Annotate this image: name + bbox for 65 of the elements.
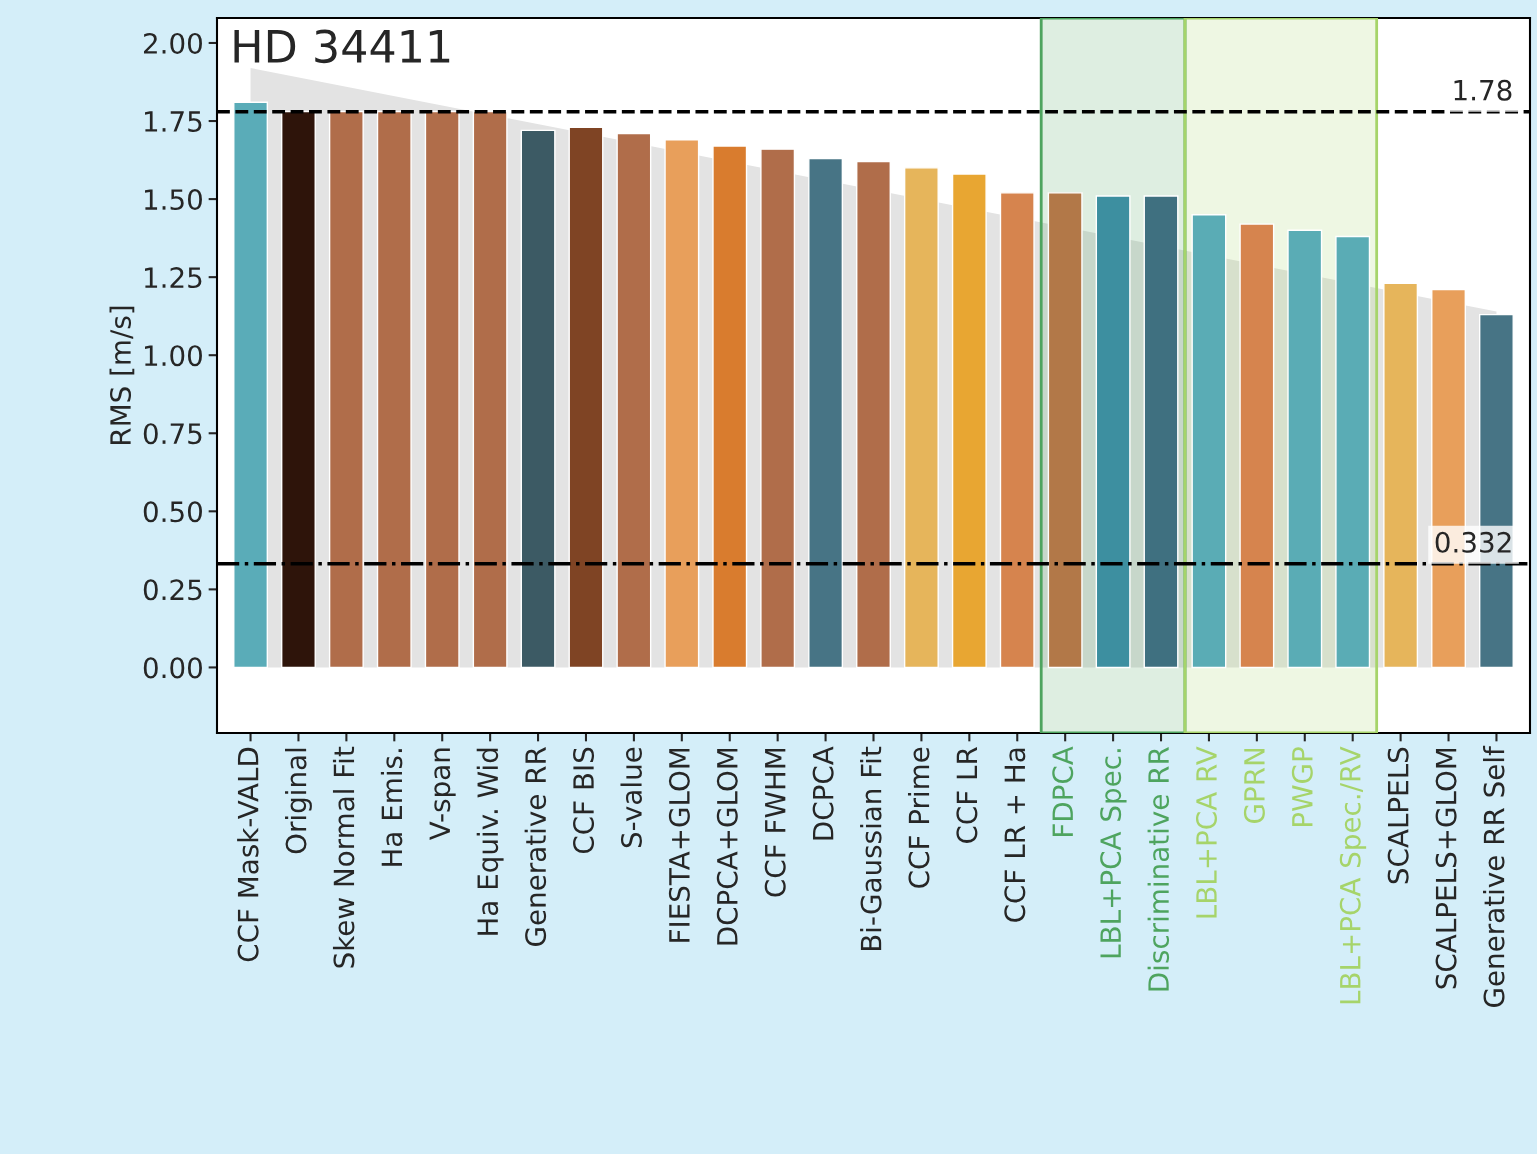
- y-tick-label: 0.50: [143, 501, 202, 523]
- bar: [999, 192, 1035, 669]
- x-tick-label: FIESTA+GLOM: [668, 748, 690, 942]
- bar: [1143, 195, 1179, 669]
- bar: [1239, 223, 1275, 669]
- x-tick-label: V-span: [429, 748, 456, 841]
- x-tick-label: Ha Emis.: [380, 749, 403, 866]
- x-tick-label: CCF Prime: [907, 747, 930, 888]
- x-tick-label: DCPCA+GLOM: [716, 748, 738, 945]
- y-tick-label: 1.50: [145, 189, 202, 211]
- bar: [712, 145, 748, 669]
- x-tick-label: SCALPELS: [1387, 747, 1409, 884]
- x-tick-label: GPRN: [1243, 748, 1265, 823]
- x-tick-label: CCF Mask-VALD: [237, 747, 259, 962]
- bar: [472, 110, 508, 669]
- bar: [424, 110, 460, 669]
- y-tick-label: 1.00: [145, 345, 202, 367]
- bar: [1287, 229, 1323, 669]
- x-tick-label: SCALPELS+GLOM: [1435, 748, 1457, 989]
- bar: [328, 110, 364, 669]
- x-tick-label: LBL+PCA Spec./RV: [1339, 746, 1367, 1004]
- x-tick-label: Original: [285, 748, 312, 854]
- y-tick-label: 2.00: [143, 32, 202, 54]
- bar: [1335, 235, 1371, 669]
- bar: [903, 167, 939, 669]
- y-tick-label: 1.25: [145, 267, 202, 289]
- bar: [1047, 192, 1083, 669]
- x-tick-label: FDPCA: [1052, 746, 1074, 836]
- x-tick-label: S-value: [620, 747, 642, 848]
- x-tick-label: PWGP: [1291, 747, 1313, 826]
- bar: [760, 148, 796, 669]
- x-tick-label: CCF LR: [956, 746, 978, 844]
- x-tick-label: CCF FWHM: [764, 748, 786, 897]
- x-tick-label: Bi-Gaussian Fit: [860, 746, 882, 951]
- bar: [233, 101, 269, 669]
- bar: [1095, 195, 1131, 669]
- bar: [568, 126, 604, 669]
- x-tick-label: Discriminative RR: [1147, 746, 1170, 991]
- bar: [376, 110, 412, 669]
- x-tick-label: Generative RR Self: [1483, 745, 1505, 1008]
- y-axis-title: RMS [m/s]: [109, 306, 135, 444]
- x-tick-label: CCF LR + Ha: [1004, 748, 1026, 922]
- x-tick-label: DCPCA: [812, 746, 834, 840]
- y-tick-label: 0.00: [143, 657, 202, 679]
- bar: [616, 132, 652, 669]
- bar: [1191, 214, 1227, 669]
- ref-line-label: 1.78: [1454, 79, 1512, 101]
- x-tick-label: LBL+PCA RV: [1195, 746, 1217, 918]
- y-tick-label: 0.25: [143, 579, 202, 601]
- x-tick-label: Skew Normal Fit: [332, 746, 355, 968]
- bar: [856, 160, 891, 669]
- bar: [280, 110, 316, 669]
- x-tick-label: LBL+PCA Spec.: [1100, 749, 1127, 958]
- y-tick-label: 0.75: [143, 423, 202, 445]
- bar: [808, 157, 844, 669]
- bar: [1383, 282, 1419, 669]
- ref-line-label: 0.332: [1435, 531, 1511, 553]
- chart-title: HD 34411: [234, 29, 450, 64]
- x-tick-label: CCF BIS: [573, 747, 595, 854]
- bar: [951, 173, 987, 669]
- y-tick-label: 1.75: [145, 111, 202, 132]
- bar: [664, 139, 700, 669]
- x-tick-label: Ha Equiv. Wid: [476, 748, 504, 935]
- bar: [520, 129, 556, 669]
- x-tick-label: Generative RR: [524, 747, 547, 946]
